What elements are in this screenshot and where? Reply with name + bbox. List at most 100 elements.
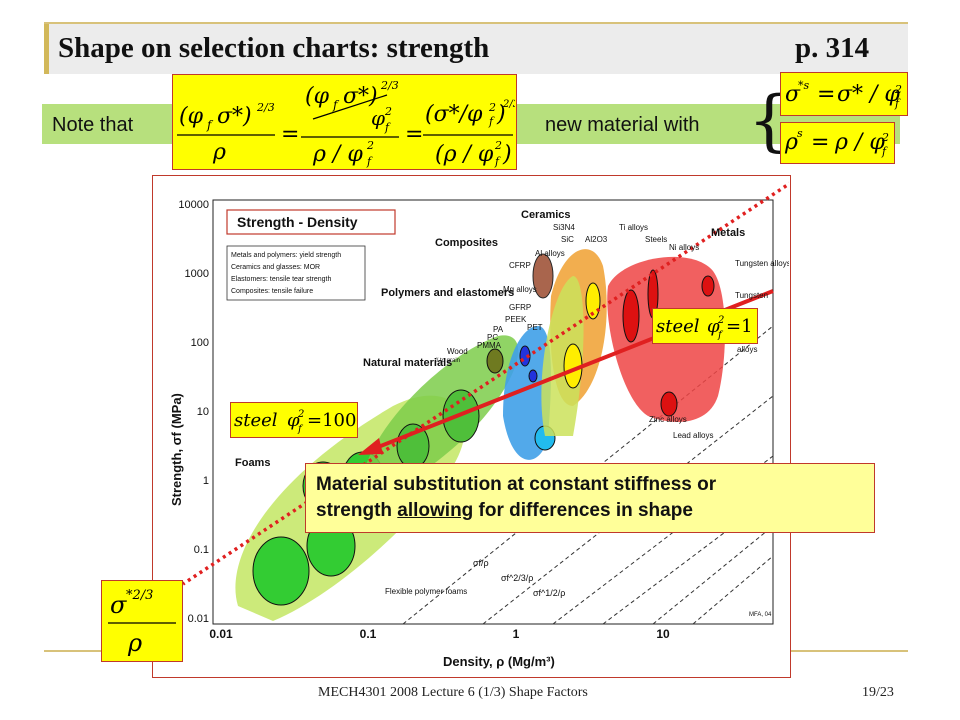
substitution-callout: Material substitution at constant stiffn…: [305, 463, 875, 533]
y-tick-1: 1: [203, 475, 209, 487]
y-tick-100: 100: [191, 337, 209, 349]
label-sic: SiC: [561, 235, 574, 244]
svg-text:σ*): σ*): [217, 104, 252, 129]
svg-text:2: 2: [488, 101, 496, 114]
svg-text:(σ*/φ: (σ*/φ: [425, 102, 483, 127]
label-mfa: MFA, 04: [749, 612, 772, 618]
svg-text:2: 2: [366, 139, 374, 152]
x-axis-label: Density, ρ (Mg/m³): [443, 654, 555, 669]
label-wood: Wood: [447, 347, 468, 356]
svg-text:s: s: [797, 127, 803, 140]
label-pc: PC: [487, 333, 498, 342]
svg-text:σ*): σ*): [343, 84, 378, 109]
svg-text:ρ: ρ: [784, 130, 798, 155]
steel-phi-one-eq: steel φf 2 =1: [656, 315, 753, 341]
ratio-equation: (φ f σ*) 2/3 ρ = (φ f σ*) 2/3 φ f2 ρ / φ f2 = …: [177, 79, 519, 168]
title-bar: [44, 24, 908, 74]
label-ti: Ti alloys: [619, 223, 648, 232]
svg-text:2: 2: [894, 83, 902, 96]
label-ni: Ni alloys: [669, 243, 699, 252]
page-reference: p. 314: [795, 32, 870, 64]
svg-text:σ: σ: [110, 591, 127, 619]
svg-text:ρ / φ: ρ / φ: [834, 130, 885, 155]
svg-text:f: f: [881, 145, 888, 158]
footer-text: MECH4301 2008 Lecture 6 (1/3) Shape Fact…: [318, 685, 588, 700]
svg-text:2: 2: [717, 315, 724, 326]
svg-text:f: f: [332, 98, 340, 112]
svg-text:=: =: [817, 82, 835, 107]
y-tick-0.1: 0.1: [194, 544, 209, 556]
x-tick-10: 10: [656, 627, 670, 641]
callout-line-1: Material substitution at constant stiffn…: [316, 474, 717, 495]
index-equation: σ *2/3 ρ: [108, 588, 176, 657]
x-tick-0.01: 0.01: [209, 627, 233, 641]
chart-note-3: Elastomers: tensile tear strength: [231, 276, 331, 283]
label-gfrp: GFRP: [509, 303, 531, 312]
phi-one-value: =1: [726, 316, 753, 337]
svg-text:2: 2: [297, 409, 304, 420]
y-tick-0.01: 0.01: [188, 613, 209, 625]
svg-text:2/3: 2/3: [380, 79, 399, 92]
label-si3n4: Si3N4: [553, 223, 575, 232]
svg-text:2: 2: [881, 131, 889, 144]
callout-line-2-b: for differences in shape: [473, 500, 693, 521]
guide-label-1: σf/ρ: [473, 558, 489, 568]
svg-text:): ): [496, 102, 506, 127]
label-peek: PEEK: [505, 315, 527, 324]
svg-text:f: f: [206, 118, 214, 132]
x-tick-1: 1: [513, 627, 520, 641]
y-axis-label: Strength, σf (MPa): [169, 393, 184, 506]
y-tick-10: 10: [197, 406, 209, 418]
svg-text:2/3: 2/3: [256, 101, 275, 114]
label-al-alloys: Al alloys: [535, 249, 565, 258]
title-accent: [44, 24, 49, 74]
svg-text:(φ: (φ: [305, 84, 330, 109]
callout-line-2: strength allowing for differences in sha…: [316, 498, 864, 524]
label-flexible-foams: Flexible polymer foams: [385, 587, 467, 596]
phi-hundred-value: =100: [307, 410, 356, 431]
x-tick-0.1: 0.1: [360, 627, 377, 641]
svg-text:ρ: ρ: [212, 140, 226, 165]
label-alloys: alloys: [737, 345, 757, 354]
label-foams: Foams: [235, 457, 270, 469]
svg-text:=: =: [281, 122, 299, 147]
callout-underlined-word: allowing: [397, 500, 474, 521]
label-steels: Steels: [645, 235, 667, 244]
chart-note-1: Metals and polymers: yield strength: [231, 252, 341, 259]
svg-text:(φ: (φ: [179, 104, 204, 129]
y-tick-1000: 1000: [185, 268, 209, 280]
note-that-label: Note that: [52, 114, 134, 136]
label-wood-sub: // to grain: [435, 358, 460, 364]
svg-text:σ: σ: [785, 82, 801, 107]
strength-density-chart: Strength - Density Metals and polymers: …: [152, 175, 799, 678]
label-pmma: PMMA: [477, 341, 502, 350]
svg-text:*2/3: *2/3: [126, 588, 153, 603]
svg-text:2: 2: [494, 139, 502, 152]
label-pa: PA: [493, 325, 504, 334]
label-composites: Composites: [435, 237, 498, 249]
steel-label-1: steel: [656, 316, 700, 337]
svg-text:(ρ / φ: (ρ / φ: [435, 142, 494, 167]
chart-title: Strength - Density: [237, 214, 358, 230]
svg-text:*s: *s: [798, 79, 810, 92]
label-lead: Lead alloys: [673, 431, 713, 440]
svg-text:ρ / φ: ρ / φ: [312, 142, 363, 167]
svg-text:f: f: [488, 115, 495, 128]
svg-text:2: 2: [384, 105, 392, 118]
steel-phi-hundred-eq: steel φf 2 =100: [234, 409, 356, 435]
svg-text:σ* / φ: σ* / φ: [837, 82, 900, 107]
label-cfrp: CFRP: [509, 261, 531, 270]
guide-label-2: σf^2/3/ρ: [501, 573, 533, 583]
svg-text:f: f: [297, 424, 304, 435]
title-top-rule: [44, 22, 908, 24]
svg-text:=: =: [811, 130, 829, 155]
label-al2o3: Al2O3: [585, 235, 608, 244]
chart-note-4: Composites: tensile failure: [231, 288, 313, 295]
stress-equation: σ*s = σ* / φf2: [785, 79, 902, 110]
svg-text:f: f: [894, 97, 901, 110]
